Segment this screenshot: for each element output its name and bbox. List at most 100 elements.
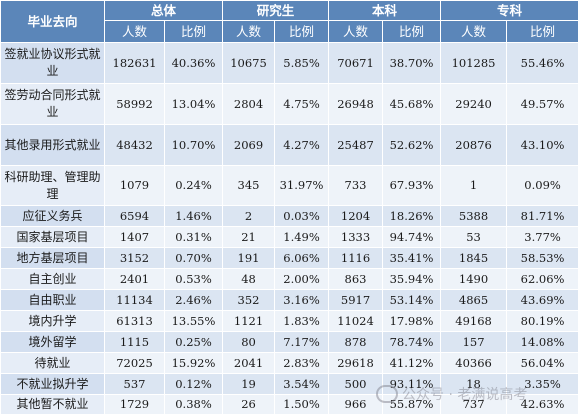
ratio-cell: 67.93% xyxy=(382,165,442,206)
count-cell: 26948 xyxy=(328,83,384,125)
row-label: 国家基层项目 xyxy=(0,226,105,248)
table-row: 科研助理、管理助理 1079 0.24% 345 31.97% 733 67.93% 1 0.0… xyxy=(0,165,578,206)
ratio-cell: 31.97% xyxy=(274,165,330,206)
ratio-cell: 80.19% xyxy=(506,310,578,332)
ratio-cell: 42.63% xyxy=(506,394,578,415)
subheader-count: 人数 xyxy=(222,20,276,43)
count-cell: 1115 xyxy=(104,331,165,353)
count-cell: 1333 xyxy=(328,226,384,248)
row-label: 待就业 xyxy=(0,352,105,374)
table-row: 国家基层项目 1407 0.31% 21 1.49% 1333 94.74% 53 3.77% xyxy=(0,226,578,248)
ratio-cell: 3.35% xyxy=(506,373,578,395)
count-cell: 40366 xyxy=(440,352,508,374)
ratio-cell: 2.46% xyxy=(163,289,224,311)
count-cell: 1204 xyxy=(328,205,384,227)
row-label: 其他录用形式就业 xyxy=(0,124,105,166)
ratio-cell: 10.70% xyxy=(163,124,224,166)
count-cell: 101285 xyxy=(440,42,508,84)
count-cell: 5388 xyxy=(440,205,508,227)
header-overall: 总体 xyxy=(103,0,224,21)
count-cell: 80 xyxy=(222,331,276,353)
header-row-sub: 人数 比例 人数 比例 人数 比例 人数 比例 xyxy=(1,20,578,43)
ratio-cell: 45.68% xyxy=(382,83,442,125)
count-cell: 2401 xyxy=(104,268,165,290)
header-graduate: 研究生 xyxy=(222,0,330,21)
subheader-ratio: 比例 xyxy=(274,20,330,43)
row-label: 境外留学 xyxy=(0,331,105,353)
count-cell: 18 xyxy=(440,373,508,395)
ratio-cell: 0.70% xyxy=(163,247,224,269)
ratio-cell: 78.74% xyxy=(382,331,442,353)
table-row: 自主创业 2401 0.53% 48 2.00% 863 35.94% 1490 62.06% xyxy=(0,268,578,290)
table-row: 境内升学 61313 13.55% 1121 1.83% 11024 17.98% 49168… xyxy=(0,310,578,332)
ratio-cell: 55.46% xyxy=(506,42,578,84)
ratio-cell: 13.04% xyxy=(163,83,224,125)
ratio-cell: 0.03% xyxy=(274,205,330,227)
subheader-ratio: 比例 xyxy=(506,20,578,43)
ratio-cell: 35.94% xyxy=(382,268,442,290)
ratio-cell: 7.17% xyxy=(274,331,330,353)
ratio-cell: 5.85% xyxy=(274,42,330,84)
count-cell: 2804 xyxy=(222,83,276,125)
row-label: 科研助理、管理助理 xyxy=(0,165,105,206)
count-cell: 1845 xyxy=(440,247,508,269)
header-undergraduate: 本科 xyxy=(328,0,442,21)
ratio-cell: 49.57% xyxy=(506,83,578,125)
ratio-cell: 58.53% xyxy=(506,247,578,269)
count-cell: 72025 xyxy=(104,352,165,374)
count-cell: 19 xyxy=(222,373,276,395)
ratio-cell: 2.00% xyxy=(274,268,330,290)
ratio-cell: 1.46% xyxy=(163,205,224,227)
ratio-cell: 17.98% xyxy=(382,310,442,332)
ratio-cell: 62.06% xyxy=(506,268,578,290)
ratio-cell: 3.16% xyxy=(274,289,330,311)
ratio-cell: 15.92% xyxy=(163,352,224,374)
count-cell: 345 xyxy=(222,165,276,206)
ratio-cell: 3.77% xyxy=(506,226,578,248)
header-vocational: 专科 xyxy=(440,0,578,21)
ratio-cell: 43.10% xyxy=(506,124,578,166)
table-row: 不就业拟升学 537 0.12% 19 3.54% 500 93.11% 18 3.35% xyxy=(0,373,578,395)
header-row-groups: 毕业去向 总体 研究生 本科 专科 xyxy=(0,0,578,43)
ratio-cell: 13.55% xyxy=(163,310,224,332)
count-cell: 10675 xyxy=(222,42,276,84)
count-cell: 1116 xyxy=(328,247,384,269)
subheader-count: 人数 xyxy=(328,20,384,43)
row-label: 签劳动合同形式就业 xyxy=(0,83,105,125)
ratio-cell: 43.69% xyxy=(506,289,578,311)
count-cell: 1407 xyxy=(104,226,165,248)
count-cell: 2041 xyxy=(222,352,276,374)
subheader-ratio: 比例 xyxy=(163,20,224,43)
count-cell: 1 xyxy=(440,165,508,206)
ratio-cell: 4.27% xyxy=(274,124,330,166)
ratio-cell: 0.12% xyxy=(163,373,224,395)
count-cell: 11134 xyxy=(104,289,165,311)
ratio-cell: 1.50% xyxy=(274,394,330,415)
row-label: 应征义务兵 xyxy=(0,205,105,227)
row-label: 自主创业 xyxy=(0,268,105,290)
ratio-cell: 52.62% xyxy=(382,124,442,166)
count-cell: 966 xyxy=(328,394,384,415)
count-cell: 6594 xyxy=(104,205,165,227)
count-cell: 21 xyxy=(222,226,276,248)
subheader-count: 人数 xyxy=(104,20,165,43)
count-cell: 737 xyxy=(440,394,508,415)
count-cell: 733 xyxy=(328,165,384,206)
count-cell: 191 xyxy=(222,247,276,269)
table-row: 应征义务兵 6594 1.46% 2 0.03% 1204 18.26% 5388 81.71% xyxy=(0,205,578,227)
table-row: 其他暂不就业 1729 0.38% 26 1.50% 966 55.87% 737 42.63% xyxy=(0,394,578,415)
ratio-cell: 94.74% xyxy=(382,226,442,248)
count-cell: 352 xyxy=(222,289,276,311)
count-cell: 500 xyxy=(328,373,384,395)
ratio-cell: 56.04% xyxy=(506,352,578,374)
table-row: 境外留学 1115 0.25% 80 7.17% 878 78.74% 157 14.08% xyxy=(0,331,578,353)
table-row: 签劳动合同形式就业 58992 13.04% 2804 4.75% 26948 45.68%… xyxy=(0,83,578,125)
count-cell: 11024 xyxy=(328,310,384,332)
subheader-ratio: 比例 xyxy=(382,20,442,43)
count-cell: 537 xyxy=(104,373,165,395)
ratio-cell: 40.36% xyxy=(163,42,224,84)
count-cell: 29240 xyxy=(440,83,508,125)
count-cell: 182631 xyxy=(104,42,165,84)
ratio-cell: 1.49% xyxy=(274,226,330,248)
